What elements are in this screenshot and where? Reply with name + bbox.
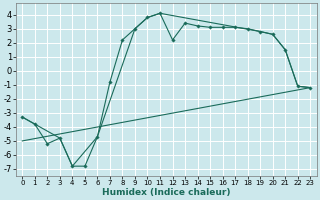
X-axis label: Humidex (Indice chaleur): Humidex (Indice chaleur) [102,188,230,197]
